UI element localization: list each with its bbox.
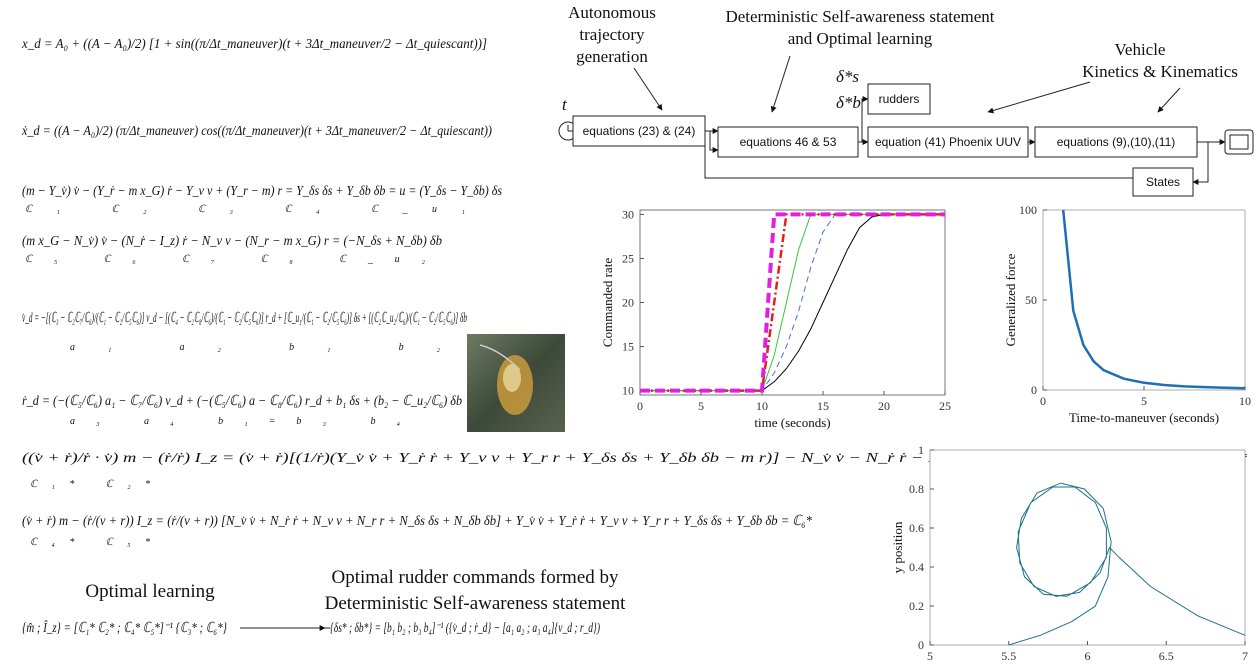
delta-label: δ*s [836, 67, 859, 86]
chart: 0 5 10 15 20 25 10 15 20 25 30 Commanded rate time (… [600, 207, 951, 430]
y-tick-label: 20 [622, 296, 634, 310]
equation: ẋ_d = ((A − A₀)/2) (π/Δt_maneuver) cos((… [21, 124, 492, 139]
equation: {m̂ ; Î_z} = [ℂ₁* ℂ₂* ; ℂ₄* ℂ₅*]⁻¹ {ℂ₃* … [22, 619, 227, 636]
caption: Deterministic Self-awareness statement [325, 593, 626, 614]
equation: ṙ_d = (−(ℂ₅/ℂ₆) a₁ − ℂ₇/ℂ₆) v_d + (−(ℂ₅/… [22, 394, 462, 409]
annotation: trajectory [579, 25, 645, 44]
block-label: States [1146, 175, 1180, 189]
x-tick-label: 20 [878, 399, 890, 413]
chart: 5 5.5 6 6.5 7 0 0.2 0.4 0.6 0.8 1 y position [890, 443, 1248, 663]
block-label: equations (23) & (24) [583, 124, 696, 138]
x-tick-label: 10 [1239, 394, 1251, 408]
y-tick-label: 50 [1025, 293, 1037, 307]
y-tick-label: 25 [622, 251, 634, 265]
y-tick-label: 0.2 [909, 599, 924, 613]
annotation: Kinetics & Kinematics [1082, 62, 1238, 81]
x-tick-label: 6.5 [1159, 649, 1174, 663]
x-tick-label: 25 [939, 399, 951, 413]
vehicle-photo [467, 334, 565, 432]
y-tick-label: 15 [622, 340, 634, 354]
x-tick-label: 15 [817, 399, 829, 413]
x-tick-label: 6 [1085, 649, 1091, 663]
block-label: rudders [879, 92, 920, 106]
x-axis-label: time (seconds) [754, 415, 830, 430]
y-axis-label: Commanded rate [600, 258, 615, 347]
block-label: equation (41) Phoenix UUV [875, 135, 1021, 149]
y-axis-label: y position [890, 521, 905, 573]
x-tick-label: 0 [637, 399, 643, 413]
y-tick-label: 30 [622, 207, 634, 221]
equation-label: a₃ a₄ b₁=b₃ b₄ [70, 416, 401, 427]
equation: (m − Y_v̇) v̇ − (Y_ṙ − m x_G) ṙ − Y_v v … [22, 184, 502, 199]
x-axis-label: Time-to-maneuver (seconds) [1069, 410, 1219, 425]
figure: x_d = A₀ + ((A − A₀)/2) [1 + sin((π/Δt_m… [0, 0, 1256, 666]
y-tick-label: 10 [622, 384, 634, 398]
equation-label: a₁ a₂ b₁ b₂ [70, 342, 441, 353]
y-tick-label: 0 [918, 638, 924, 652]
x-tick-label: 10 [756, 399, 768, 413]
x-tick-label: 7 [1242, 649, 1248, 663]
x-tick-label: 5 [1141, 394, 1147, 408]
x-tick-label: 5 [698, 399, 704, 413]
x-tick-label: 0 [1040, 394, 1046, 408]
block-label: equations (9),(10),(11) [1057, 135, 1176, 149]
equation: (v̇ + ṙ) m − (ṙ/(v + r)) I_z = (ṙ/(v + r… [22, 514, 812, 529]
y-tick-label: 0.4 [909, 560, 924, 574]
time-label: t [562, 95, 568, 114]
equation-label: ℂ₄* ℂ₅* [30, 537, 150, 548]
equation-label: ℂ₁ ℂ₂ ℂ₃ ℂ₄ ℂ_u₁ [25, 204, 465, 215]
y-tick-label: 0.6 [909, 521, 924, 535]
y-tick-label: 100 [1019, 203, 1037, 217]
equation-label: ℂ₅ ℂ₆ ℂ₇ ℂ₈ ℂ_u₂ [25, 254, 426, 265]
x-tick-label: 5.5 [1001, 649, 1016, 663]
equation: x_d = A₀ + ((A − A₀)/2) [1 + sin((π/Δt_m… [21, 37, 487, 52]
y-tick-label: 1 [918, 443, 924, 457]
caption: Optimal learning [85, 581, 215, 602]
annotation: Deterministic Self-awareness statement [725, 7, 994, 26]
delta-label: δ*b [836, 93, 861, 112]
y-axis-label: Generalized force [1003, 253, 1018, 346]
x-tick-label: 5 [927, 649, 933, 663]
y-tick-label: 0.8 [909, 482, 924, 496]
plot-frame [640, 210, 945, 395]
y-tick-label: 0 [1031, 383, 1037, 397]
annotation: and Optimal learning [788, 29, 933, 48]
block-label: equations 46 & 53 [740, 135, 837, 149]
equation: v̇_d = −[(ℂ₃ − ℂ₂ℂ₇/ℂ₆)/(ℂ₁ − ℂ₂/ℂ₅ℂ₆)] … [22, 311, 467, 326]
caption: Optimal rudder commands formed by [331, 567, 619, 588]
equation: (m x_G − N_v̇) v̇ − (N_ṙ − I_z) ṙ − N_v … [22, 234, 442, 249]
equation-label: ℂ₁* ℂ₂* [30, 479, 150, 490]
annotation: generation [576, 47, 648, 66]
annotation: Vehicle [1115, 40, 1166, 59]
equation: {δs* ; δb*} = [b₁ b₂ ; b₃ b₄]⁻¹ ({v̇_d ;… [330, 621, 600, 636]
annotation: Autonomous [568, 3, 656, 22]
